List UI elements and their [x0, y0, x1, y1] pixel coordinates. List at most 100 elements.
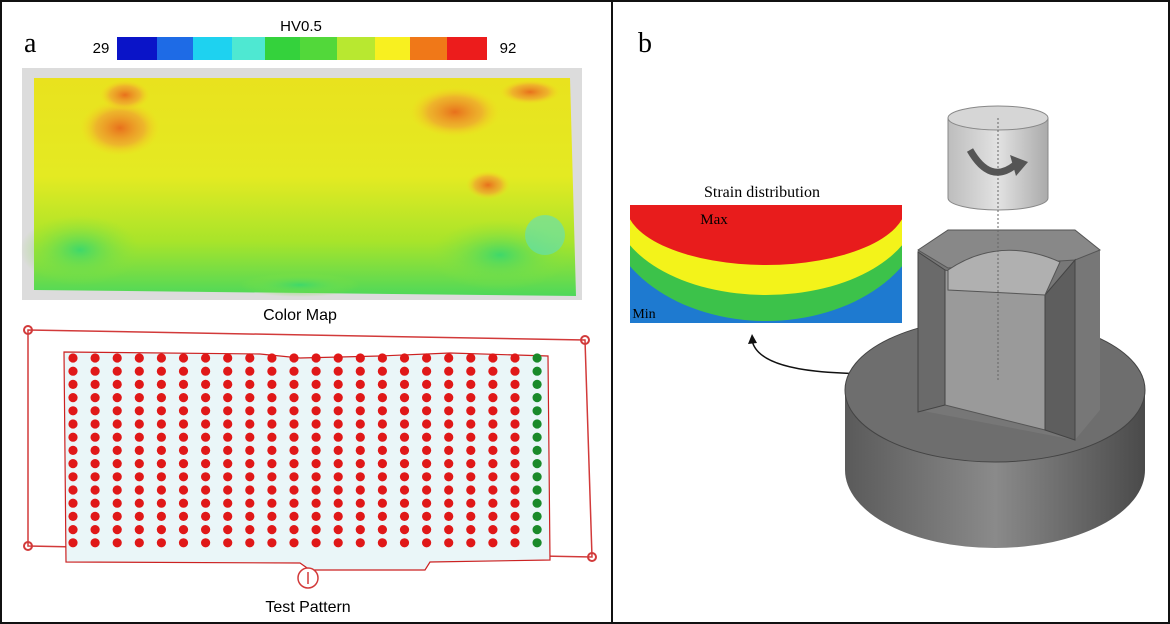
indent-point [444, 367, 453, 376]
indent-point [356, 353, 365, 362]
indent-point [378, 485, 387, 494]
indent-point [223, 499, 232, 508]
indent-point [422, 446, 431, 455]
indent-point [400, 512, 409, 521]
indent-point [510, 459, 519, 468]
indent-point [157, 472, 166, 481]
indent-point [135, 499, 144, 508]
indent-point [289, 538, 298, 547]
indent-point [466, 433, 475, 442]
indent-point [488, 538, 497, 547]
indent-point [289, 472, 298, 481]
indent-point [113, 525, 122, 534]
colorbar-swatch [265, 37, 300, 60]
indent-point [245, 406, 254, 415]
indent-point [533, 353, 542, 362]
indent-point [68, 353, 77, 362]
indent-point [201, 353, 210, 362]
colorbar-min: 29 [93, 40, 110, 57]
indent-point [135, 353, 144, 362]
indent-point [179, 459, 188, 468]
colorbar-swatch [375, 37, 410, 60]
indent-point [334, 367, 343, 376]
indent-point [289, 419, 298, 428]
indent-point [356, 512, 365, 521]
indent-point [488, 459, 497, 468]
indent-point [135, 380, 144, 389]
indent-point [312, 472, 321, 481]
indent-point [157, 406, 166, 415]
indent-point [223, 367, 232, 376]
indent-point [444, 512, 453, 521]
indent-point [334, 485, 343, 494]
indent-point [245, 419, 254, 428]
indent-point [378, 353, 387, 362]
indent-point [157, 446, 166, 455]
indent-point [400, 393, 409, 402]
indent-point [223, 353, 232, 362]
strain-min: Min [632, 307, 655, 322]
test-pattern [24, 326, 596, 588]
indent-point [68, 459, 77, 468]
indent-point [466, 538, 475, 547]
colorbar-swatch [447, 37, 487, 60]
indent-point [488, 446, 497, 455]
indent-point [488, 353, 497, 362]
indent-point [356, 419, 365, 428]
colorbar-swatch [300, 37, 337, 60]
indent-point [267, 406, 276, 415]
indent-point [113, 353, 122, 362]
indent-point [113, 419, 122, 428]
indent-point [488, 419, 497, 428]
indent-point [289, 393, 298, 402]
indent-point [533, 380, 542, 389]
indent-point [157, 367, 166, 376]
indent-point [466, 472, 475, 481]
indent-point [68, 393, 77, 402]
indent-point [201, 538, 210, 547]
indent-point [113, 459, 122, 468]
indent-point [400, 380, 409, 389]
indent-point [400, 472, 409, 481]
indent-point [223, 538, 232, 547]
indent-point [422, 367, 431, 376]
indent-point [334, 499, 343, 508]
indent-point [135, 446, 144, 455]
indent-point [400, 353, 409, 362]
indent-point [267, 525, 276, 534]
indent-point [488, 472, 497, 481]
indent-point [68, 419, 77, 428]
indent-point [135, 433, 144, 442]
indent-point [422, 512, 431, 521]
indent-point [201, 380, 210, 389]
indent-point [466, 512, 475, 521]
indent-point [91, 419, 100, 428]
indent-point [289, 459, 298, 468]
indent-point [400, 485, 409, 494]
colorbar-swatch [410, 37, 447, 60]
indent-point [334, 472, 343, 481]
indent-point [312, 499, 321, 508]
indent-point [267, 393, 276, 402]
indent-point [488, 367, 497, 376]
indent-point [378, 380, 387, 389]
indent-point [444, 353, 453, 362]
indent-point [245, 538, 254, 547]
indent-point [68, 538, 77, 547]
indent-point [356, 393, 365, 402]
indent-point [378, 525, 387, 534]
indent-point [356, 538, 365, 547]
indent-point [68, 433, 77, 442]
indent-point [378, 406, 387, 415]
indent-point [135, 406, 144, 415]
indent-point [356, 472, 365, 481]
indent-point [312, 380, 321, 389]
indent-point [444, 419, 453, 428]
indent-point [533, 419, 542, 428]
indent-point [245, 393, 254, 402]
indent-point [510, 499, 519, 508]
indent-point [488, 485, 497, 494]
indent-point [400, 367, 409, 376]
indent-point [223, 525, 232, 534]
indent-point [91, 499, 100, 508]
